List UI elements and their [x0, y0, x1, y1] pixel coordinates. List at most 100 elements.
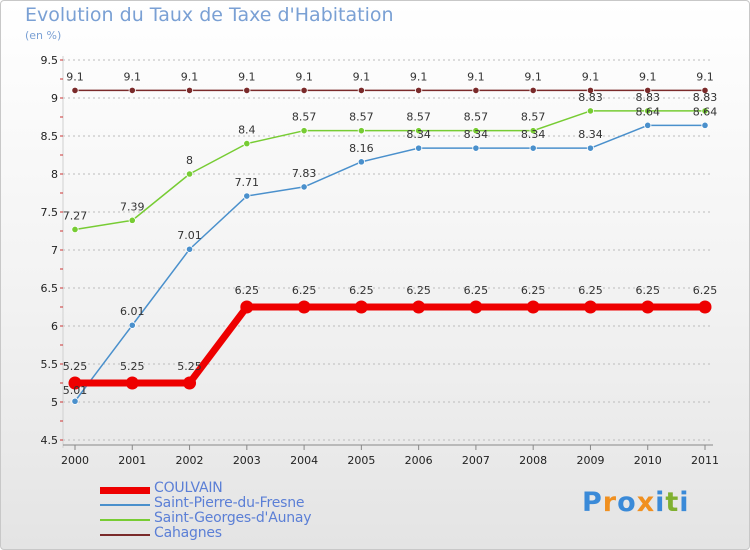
y-tick-label: 7.5	[41, 206, 59, 219]
x-tick-label: 2001	[118, 454, 146, 467]
x-tick-label: 2011	[691, 454, 719, 467]
data-label: 8.57	[464, 111, 489, 124]
x-tick-label: 2000	[61, 454, 89, 467]
data-label: 9.1	[181, 70, 199, 83]
data-point	[185, 86, 194, 95]
data-label: 9.1	[124, 70, 142, 83]
data-point	[300, 127, 308, 135]
y-tick-label: 9.5	[41, 54, 59, 67]
data-point	[586, 107, 595, 115]
data-label: 8.16	[349, 142, 374, 155]
x-tick-label: 2002	[176, 454, 204, 467]
data-label: 8.64	[693, 105, 718, 118]
y-tick-label: 8.5	[41, 130, 59, 143]
legend-swatch	[100, 519, 150, 521]
data-label: 8.57	[349, 111, 374, 124]
data-label: 8.34	[521, 128, 546, 141]
data-label: 7.83	[292, 167, 317, 180]
data-label: 8	[186, 154, 193, 167]
data-label: 9.1	[353, 70, 371, 83]
data-point	[644, 107, 652, 115]
data-point	[415, 144, 423, 152]
logo-letter: r	[602, 487, 618, 518]
legend-label: COULVAIN	[154, 480, 223, 496]
data-label: 6.25	[578, 284, 603, 297]
x-tick-label: 2005	[347, 454, 375, 467]
data-label: 5.25	[63, 360, 88, 373]
data-label: 8.57	[406, 111, 431, 124]
data-point	[529, 86, 537, 95]
logo-letter: i	[679, 487, 690, 518]
data-point	[415, 86, 423, 95]
data-point	[529, 127, 537, 135]
data-point	[125, 376, 139, 390]
data-point	[185, 245, 194, 253]
data-point	[71, 225, 79, 234]
data-point	[472, 86, 480, 95]
legend-label: Cahagnes	[154, 525, 222, 541]
x-tick-label: 2003	[233, 454, 261, 467]
data-point	[300, 86, 308, 95]
data-label: 9.1	[295, 70, 313, 83]
y-tick-label: 6.5	[41, 282, 59, 295]
logo-letter: x	[636, 487, 656, 518]
data-label: 5.25	[177, 360, 202, 373]
data-label: 6.01	[120, 305, 145, 318]
data-label: 8.83	[578, 91, 603, 104]
data-label: 5.01	[63, 384, 88, 397]
data-point	[128, 321, 136, 329]
data-label: 6.25	[521, 284, 546, 297]
data-point	[644, 86, 652, 95]
data-point	[68, 376, 82, 390]
data-point	[586, 144, 595, 152]
y-tick-label: 7	[51, 244, 58, 257]
y-tick-label: 9	[51, 92, 58, 105]
data-point	[71, 397, 79, 405]
legend-label: Saint-Georges-d'Aunay	[154, 510, 312, 526]
data-point	[183, 376, 197, 390]
data-point	[357, 86, 365, 95]
data-point	[297, 300, 311, 314]
data-point	[529, 144, 537, 152]
data-point	[698, 300, 712, 314]
data-label: 8.64	[635, 105, 660, 118]
data-point	[243, 192, 251, 200]
x-tick-label: 2009	[576, 454, 604, 467]
logo-letter: P	[582, 487, 603, 518]
series-line-1	[74, 124, 705, 402]
data-point	[415, 127, 423, 135]
data-label: 7.01	[177, 229, 202, 242]
legend-swatch	[100, 504, 150, 506]
series-line-0	[75, 303, 705, 387]
data-point	[243, 140, 251, 148]
data-label: 8.4	[238, 124, 256, 137]
y-tick-label: 5	[51, 396, 58, 409]
proxiti-logo: Proxiti	[582, 487, 690, 518]
y-tick-label: 8	[51, 168, 58, 181]
logo-letter: i	[655, 487, 666, 518]
data-label: 6.25	[635, 284, 660, 297]
chart-title: Evolution du Taux de Taxe d'Habitation	[25, 4, 394, 26]
data-label: 9.1	[410, 70, 428, 83]
data-point	[526, 300, 540, 314]
data-point	[128, 216, 136, 224]
data-label: 9.1	[66, 70, 84, 83]
data-label: 8.34	[578, 128, 603, 141]
series-line-2	[74, 110, 705, 231]
data-label: 8.34	[464, 128, 489, 141]
data-point	[185, 170, 194, 178]
data-label: 6.25	[693, 284, 718, 297]
legend-swatch	[100, 534, 150, 536]
data-point	[128, 86, 136, 95]
data-point	[300, 183, 308, 191]
data-label: 8.34	[406, 128, 431, 141]
data-label: 6.25	[406, 284, 431, 297]
logo-letter: o	[617, 487, 637, 518]
data-label: 6.25	[292, 284, 317, 297]
data-point	[644, 121, 652, 129]
data-label: 8.83	[693, 91, 718, 104]
data-point	[412, 300, 426, 314]
chart-subtitle: (en %)	[25, 29, 62, 42]
